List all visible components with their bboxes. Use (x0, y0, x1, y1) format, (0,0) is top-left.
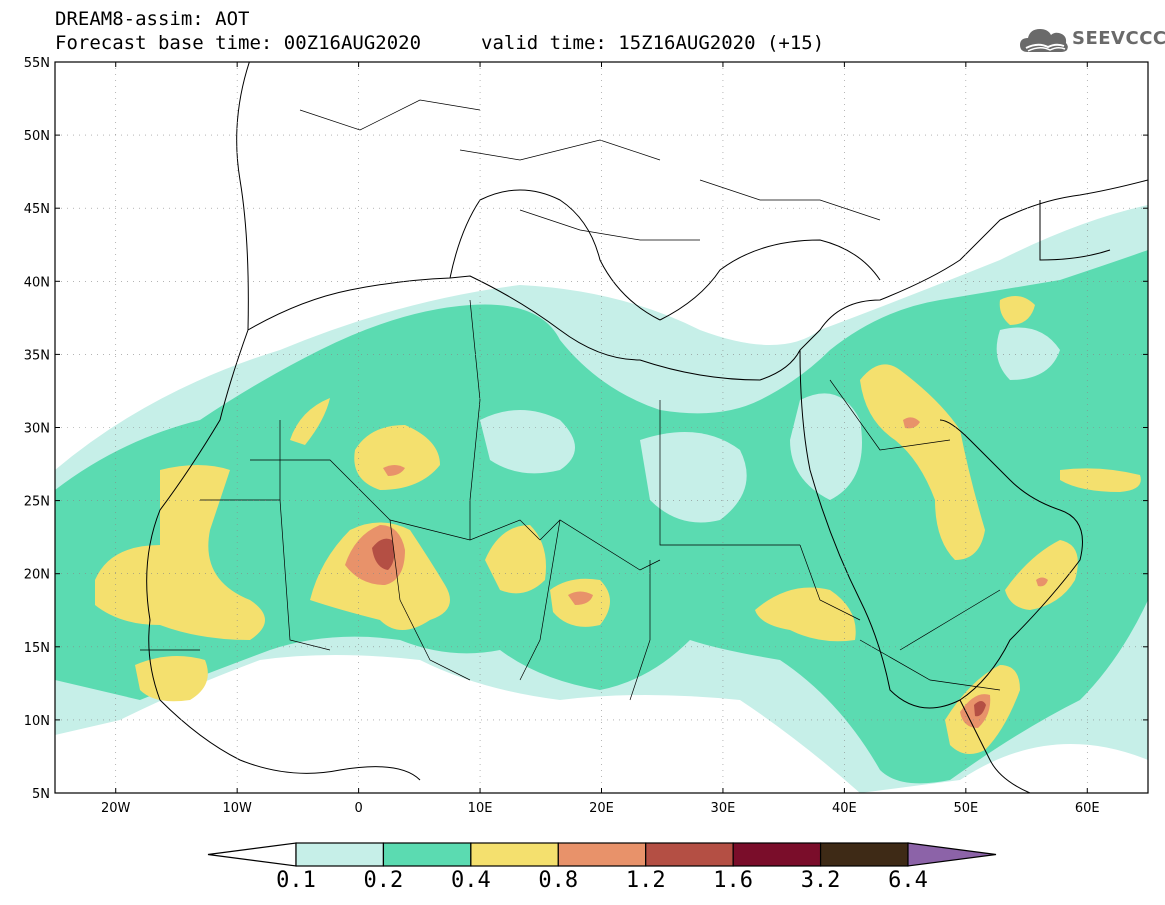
lat-label: 45N (24, 202, 50, 217)
axis-ticks (55, 61, 1148, 794)
lon-label: 30E (711, 801, 736, 816)
map-title: DREAM8-assim: AOT (55, 8, 250, 30)
lon-label: 0 (354, 801, 362, 816)
lat-label: 5N (32, 787, 50, 802)
longitude-labels: 20W 10W 0 10E 20E 30E 40E 50E 60E (101, 801, 1100, 816)
lat-label: 10N (24, 714, 50, 729)
lat-label: 40N (24, 275, 50, 290)
country-borders (140, 99, 1001, 701)
colorbar-level-label: 1.2 (625, 868, 666, 893)
coastlines (146, 62, 1148, 793)
colorbar-box (645, 842, 734, 867)
lon-label: 20E (589, 801, 614, 816)
colorbar-box (819, 842, 909, 867)
colorbar-level-label: 0.2 (363, 868, 404, 893)
colorbar (207, 842, 997, 867)
lon-label: 20W (101, 801, 131, 816)
seevccc-logo: SEEVCCC (1018, 22, 1165, 58)
lon-label: 50E (953, 801, 978, 816)
lat-label: 50N (24, 129, 50, 144)
colorbar-box (382, 842, 472, 867)
lon-label: 10W (222, 801, 252, 816)
lat-label: 30N (24, 422, 50, 437)
colorbar-high-triangle (907, 842, 997, 867)
valid-time: valid time: 15Z16AUG2020 (+15) (481, 32, 825, 54)
colorbar-box (732, 842, 822, 867)
colorbar-box (470, 842, 559, 867)
lat-label: 15N (24, 641, 50, 656)
aot-field (55, 205, 1148, 793)
lon-label: 40E (832, 801, 857, 816)
lat-label: 20N (24, 568, 50, 583)
lat-label: 35N (24, 348, 50, 363)
lon-label: 10E (468, 801, 493, 816)
colorbar-box (557, 842, 647, 867)
colorbar-level-label: 0.1 (276, 868, 316, 893)
colorbar-level-label: 1.6 (713, 868, 754, 893)
colorbar-low-triangle (207, 842, 297, 867)
lat-label: 55N (24, 56, 50, 71)
lat-label: 25N (24, 495, 50, 510)
cloud-icon (1020, 29, 1068, 52)
colorbar-level-label: 0.4 (450, 868, 491, 893)
colorbar-level-label: 3.2 (800, 868, 841, 893)
colorbar-level-label: 6.4 (888, 868, 928, 893)
lon-label: 60E (1075, 801, 1100, 816)
colorbar-level-label: 0.8 (538, 868, 579, 893)
forecast-base-time: Forecast base time: 00Z16AUG2020 (55, 32, 422, 54)
logo-text: SEEVCCC (1072, 28, 1165, 49)
latitude-labels: 55N 50N 45N 40N 35N 30N 25N 20N 15N 10N 5N (24, 56, 50, 802)
colorbar-box (295, 842, 385, 867)
gridlines (55, 62, 1148, 793)
